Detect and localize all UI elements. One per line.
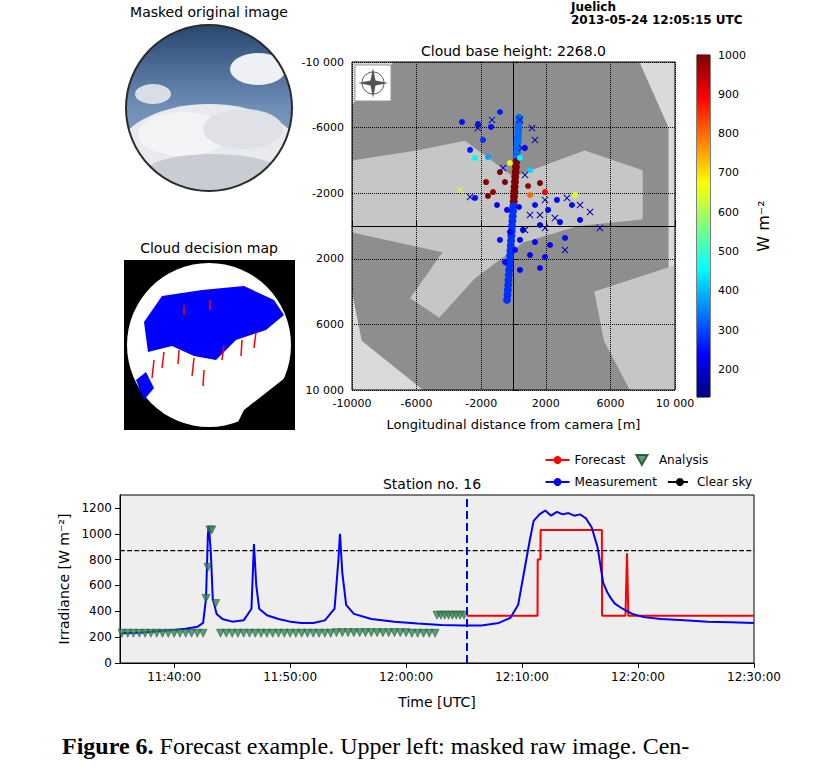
svg-text:11:50:00: 11:50:00: [263, 670, 317, 684]
svg-text:Longitudinal distance from cam: Longitudinal distance from camera [m]: [387, 417, 641, 432]
svg-text:300: 300: [718, 324, 739, 337]
svg-text:0: 0: [104, 656, 112, 670]
svg-text:Measurement: Measurement: [575, 475, 658, 489]
svg-text:Forecast: Forecast: [575, 453, 626, 467]
html-text:Figure 6. Forecast example. Up: Figure 6. Forecast example. Upper left: …: [62, 733, 690, 759]
svg-text:600: 600: [718, 206, 739, 219]
html-text:Juelich: Juelich: [571, 0, 616, 14]
svg-text:700: 700: [718, 166, 739, 179]
html-text:2013-05-24 12:05:15 UTC: 2013-05-24 12:05:15 UTC: [571, 13, 743, 27]
svg-text:600: 600: [89, 578, 112, 592]
svg-text:-10 000: -10 000: [302, 56, 344, 69]
svg-text:800: 800: [89, 553, 112, 567]
svg-text:10 000: 10 000: [306, 384, 345, 397]
svg-text:10 000: 10 000: [656, 397, 695, 410]
svg-text:Cloud base height: 2268.0: Cloud base height: 2268.0: [421, 43, 606, 59]
svg-text:1000: 1000: [81, 527, 112, 541]
svg-text:Analysis: Analysis: [659, 453, 708, 467]
svg-text:11:40:00: 11:40:00: [147, 670, 201, 684]
svg-text:W m⁻²: W m⁻²: [754, 200, 773, 251]
svg-text:12:30:00: 12:30:00: [727, 670, 781, 684]
svg-text:Irradiance [W m⁻²]: Irradiance [W m⁻²]: [56, 514, 72, 645]
svg-text:12:20:00: 12:20:00: [611, 670, 665, 684]
svg-text:1000: 1000: [718, 49, 746, 62]
svg-text:-2000: -2000: [312, 187, 344, 200]
svg-text:-10000: -10000: [333, 397, 372, 410]
svg-text:12:10:00: 12:10:00: [495, 670, 549, 684]
svg-text:-6000: -6000: [312, 121, 344, 134]
svg-text:6000: 6000: [596, 397, 624, 410]
html-text:Cloud decision map: Cloud decision map: [140, 240, 278, 256]
svg-text:2000: 2000: [316, 252, 344, 265]
svg-text:12:00:00: 12:00:00: [379, 670, 433, 684]
svg-text:Time [UTC]: Time [UTC]: [397, 694, 475, 710]
svg-text:-2000: -2000: [465, 397, 497, 410]
html-text:Masked original image: Masked original image: [130, 4, 288, 20]
svg-text:2000: 2000: [532, 397, 560, 410]
svg-text:800: 800: [718, 127, 739, 140]
svg-text:200: 200: [89, 630, 112, 644]
svg-text:Clear sky: Clear sky: [697, 475, 752, 489]
svg-text:400: 400: [718, 284, 739, 297]
svg-text:6000: 6000: [316, 318, 344, 331]
svg-text:500: 500: [718, 245, 739, 258]
svg-text:900: 900: [718, 88, 739, 101]
svg-text:400: 400: [89, 604, 112, 618]
svg-text:-6000: -6000: [401, 397, 433, 410]
svg-text:200: 200: [718, 363, 739, 376]
svg-text:Station no. 16: Station no. 16: [383, 476, 481, 492]
svg-text:1200: 1200: [81, 501, 112, 515]
